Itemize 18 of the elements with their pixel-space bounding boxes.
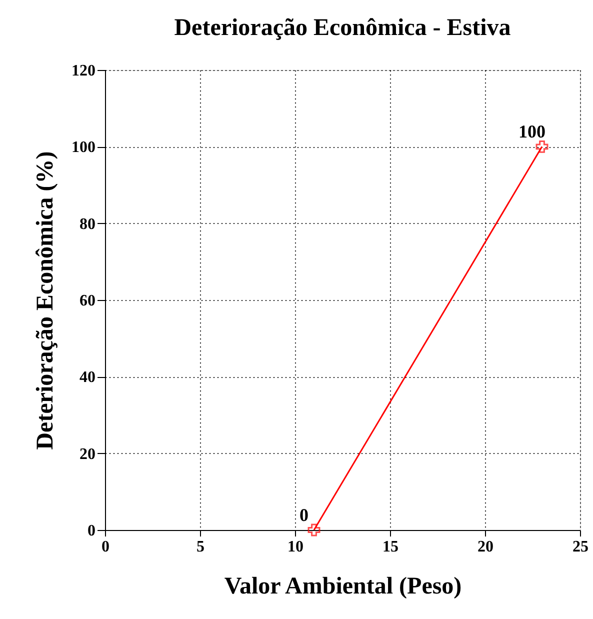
x-tick-label: 20 [478,538,494,556]
y-tick-label: 0 [88,522,96,540]
data-label: 100 [518,122,546,142]
y-tick-label: 80 [80,216,96,233]
x-axis-title: Valor Ambiental (Peso) [224,574,462,600]
y-tick-label: 60 [80,292,96,310]
y-tick-label: 120 [72,62,96,80]
chart-title: Deterioração Econômica - Estiva [174,15,511,41]
x-tick-label: 10 [288,538,304,556]
x-tick-label: 15 [382,538,398,556]
x-tick-label: 0 [102,538,110,556]
y-tick-label: 100 [72,139,96,156]
x-tick-label: 25 [572,538,588,556]
x-tick-label: 5 [196,538,204,556]
data-label: 0 [300,505,308,525]
y-tick-label: 20 [80,446,96,463]
y-axis-title: Deterioração Econômica (%) [32,151,58,450]
y-tick-label: 40 [80,369,96,386]
